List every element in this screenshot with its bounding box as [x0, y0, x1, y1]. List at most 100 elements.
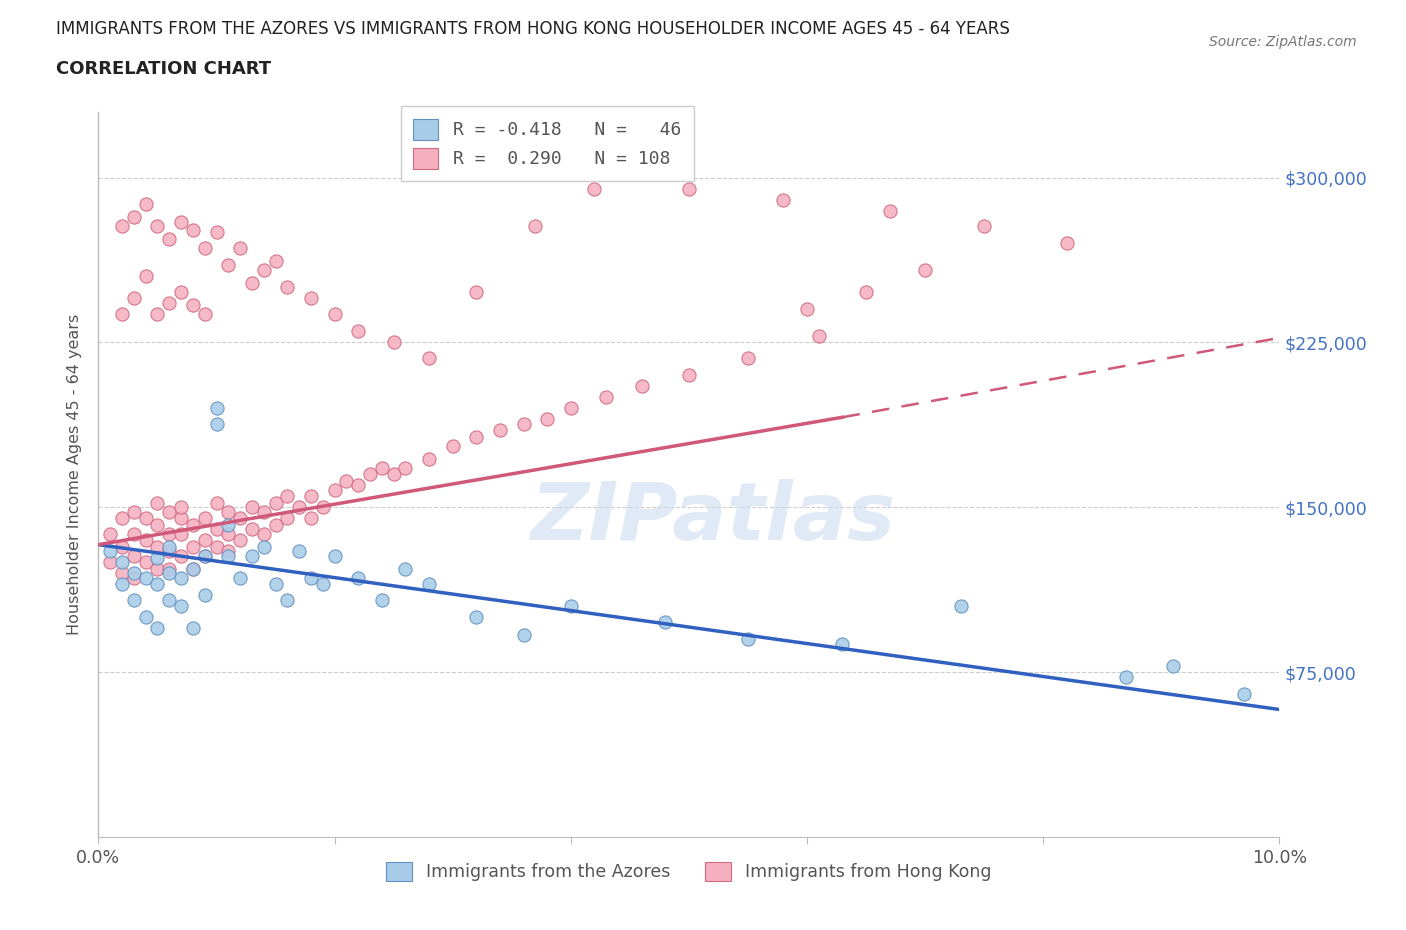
- Point: [253, 262, 276, 277]
- Point: [146, 562, 169, 577]
- Point: [217, 544, 239, 559]
- Point: [157, 539, 180, 554]
- Point: [146, 306, 169, 321]
- Point: [205, 401, 228, 416]
- Point: [914, 262, 936, 277]
- Point: [122, 548, 145, 563]
- Point: [194, 533, 217, 548]
- Point: [678, 368, 700, 383]
- Point: [205, 496, 228, 511]
- Point: [157, 562, 180, 577]
- Point: [135, 533, 157, 548]
- Point: [205, 225, 228, 240]
- Point: [146, 551, 169, 565]
- Point: [465, 430, 488, 445]
- Point: [135, 570, 157, 585]
- Point: [323, 483, 346, 498]
- Point: [170, 526, 193, 541]
- Point: [217, 548, 239, 563]
- Point: [512, 628, 534, 643]
- Point: [347, 324, 370, 339]
- Point: [312, 577, 335, 591]
- Point: [299, 489, 322, 504]
- Point: [560, 401, 582, 416]
- Point: [194, 588, 217, 603]
- Point: [441, 438, 464, 453]
- Point: [382, 335, 405, 350]
- Point: [122, 526, 145, 541]
- Y-axis label: Householder Income Ages 45 - 64 years: Householder Income Ages 45 - 64 years: [66, 313, 82, 635]
- Point: [135, 610, 157, 625]
- Point: [418, 451, 440, 466]
- Point: [181, 298, 204, 312]
- Point: [264, 496, 287, 511]
- Point: [181, 517, 204, 532]
- Point: [146, 517, 169, 532]
- Point: [772, 193, 794, 207]
- Point: [831, 636, 853, 651]
- Point: [111, 577, 134, 591]
- Point: [217, 517, 239, 532]
- Point: [394, 460, 416, 475]
- Point: [146, 496, 169, 511]
- Point: [949, 599, 972, 614]
- Point: [111, 539, 134, 554]
- Point: [98, 526, 121, 541]
- Point: [512, 417, 534, 432]
- Point: [111, 555, 134, 570]
- Point: [737, 631, 759, 646]
- Point: [146, 219, 169, 233]
- Point: [157, 592, 180, 607]
- Point: [253, 504, 276, 519]
- Point: [157, 544, 180, 559]
- Point: [98, 544, 121, 559]
- Point: [312, 499, 335, 514]
- Point: [181, 562, 204, 577]
- Point: [229, 511, 252, 525]
- Point: [595, 390, 617, 405]
- Point: [122, 504, 145, 519]
- Point: [371, 592, 394, 607]
- Point: [146, 577, 169, 591]
- Point: [299, 291, 322, 306]
- Point: [135, 269, 157, 284]
- Point: [194, 511, 217, 525]
- Point: [170, 511, 193, 525]
- Point: [205, 522, 228, 537]
- Point: [253, 526, 276, 541]
- Point: [181, 620, 204, 635]
- Point: [111, 565, 134, 580]
- Point: [276, 489, 298, 504]
- Point: [465, 610, 488, 625]
- Point: [122, 592, 145, 607]
- Point: [181, 539, 204, 554]
- Point: [205, 539, 228, 554]
- Point: [98, 555, 121, 570]
- Point: [229, 241, 252, 256]
- Text: CORRELATION CHART: CORRELATION CHART: [56, 60, 271, 78]
- Text: Source: ZipAtlas.com: Source: ZipAtlas.com: [1209, 35, 1357, 49]
- Point: [796, 302, 818, 317]
- Point: [264, 254, 287, 269]
- Point: [111, 219, 134, 233]
- Point: [288, 499, 311, 514]
- Point: [146, 539, 169, 554]
- Point: [217, 258, 239, 272]
- Point: [170, 548, 193, 563]
- Point: [170, 570, 193, 585]
- Point: [359, 467, 381, 482]
- Point: [229, 570, 252, 585]
- Point: [371, 460, 394, 475]
- Point: [157, 232, 180, 246]
- Point: [181, 562, 204, 577]
- Point: [347, 570, 370, 585]
- Point: [855, 285, 877, 299]
- Point: [654, 614, 676, 629]
- Point: [146, 620, 169, 635]
- Point: [240, 522, 263, 537]
- Point: [299, 570, 322, 585]
- Point: [205, 417, 228, 432]
- Point: [807, 328, 830, 343]
- Point: [276, 592, 298, 607]
- Point: [111, 306, 134, 321]
